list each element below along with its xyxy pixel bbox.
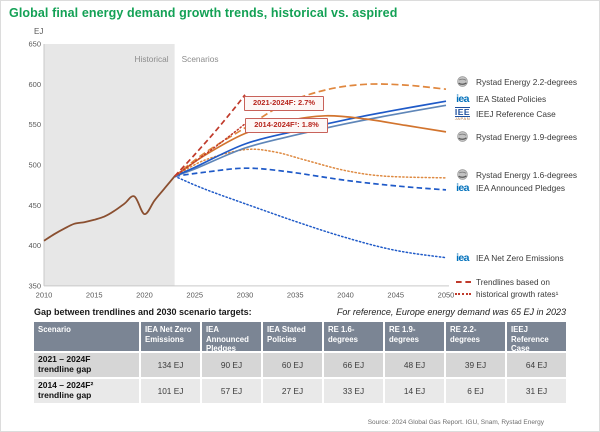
table-cell: 31 EJ	[507, 379, 568, 405]
y-tick-label: 650	[28, 40, 41, 49]
rystad-globe-icon	[453, 131, 472, 142]
legend-item-iea-stated: iea IEA Stated Policies	[453, 92, 546, 105]
historical-region	[44, 44, 175, 286]
x-tick-label: 2040	[337, 291, 354, 300]
iea-logo: iea	[456, 251, 469, 264]
y-tick-label: 400	[28, 241, 41, 250]
table-cell: 57 EJ	[202, 379, 263, 405]
series-trendline-2-7	[174, 94, 246, 177]
table-cell: 33 EJ	[324, 379, 385, 405]
legend-item-iea-netzero: iea IEA Net Zero Emissions	[453, 251, 564, 264]
table-reference-note: For reference, Europe energy demand was …	[336, 307, 566, 317]
annotation-trendline-2021: 2021-2024F: 2.7%	[244, 96, 324, 111]
table-cell: 101 EJ	[141, 379, 202, 405]
table-cell: 39 EJ	[446, 353, 507, 379]
trendline-note-line1: Trendlines based on	[456, 276, 550, 288]
table-cell: 27 EJ	[263, 379, 324, 405]
legend-item-iea-pledges: iea IEA Announced Pledges	[453, 181, 565, 194]
series-rystad-1-9-degrees	[174, 114, 447, 177]
legend-label: IEA Net Zero Emissions	[476, 252, 564, 263]
table-caption: Gap between trendlines and 2030 scenario…	[34, 307, 252, 317]
legend-label: Rystad Energy 2.2-degrees	[476, 76, 578, 87]
energy-demand-chart: Historical Scenarios 650 600 550 500 450 400 350…	[28, 40, 455, 300]
series-iea-announced-pledges	[174, 167, 447, 191]
table-cell: 6 EJ	[446, 379, 507, 405]
legend-label: Rystad Energy 1.9-degrees	[476, 131, 578, 142]
series-iea-net-zero-emissions	[173, 175, 447, 259]
y-tick-label: 450	[28, 201, 41, 210]
table-cell: 60 EJ	[263, 353, 324, 379]
series-historical	[43, 175, 176, 242]
x-tick-label: 2020	[136, 291, 153, 300]
iea-logo: iea	[456, 181, 469, 194]
row-label-2021: 2021 – 2024F trendline gap	[34, 353, 141, 379]
legend-label: IEA Announced Pledges	[476, 182, 566, 193]
x-tick-label: 2025	[186, 291, 203, 300]
table-cell: 14 EJ	[385, 379, 446, 405]
table-cell: 90 EJ	[202, 353, 263, 379]
column-header-re22: RE 2.2-degrees	[446, 322, 507, 353]
table-cell: 48 EJ	[385, 353, 446, 379]
legend-item-rystad-1-6: Rystad Energy 1.6-degrees	[453, 168, 577, 181]
series-trendline-1-8	[173, 123, 246, 177]
ieej-logo: IEE JAPAN	[454, 106, 471, 122]
x-tick-label: 2035	[287, 291, 304, 300]
y-axis-unit-label: EJ	[34, 27, 44, 36]
rystad-globe-icon	[453, 169, 472, 180]
y-tick-label: 350	[28, 281, 41, 290]
column-header-pledges: IEA Announced Pledges	[202, 322, 263, 353]
legend-item-ieej: IEE JAPAN IEEJ Reference Case	[453, 106, 556, 122]
y-tick-label: 600	[28, 80, 41, 89]
x-tick-label: 2030	[237, 291, 254, 300]
y-tick-label: 550	[28, 120, 41, 129]
series-rystad-1-6-degrees	[173, 148, 447, 179]
column-header-stated: IEA Stated Policies	[263, 322, 324, 353]
scenarios-region-label: Scenarios	[182, 54, 219, 64]
trendline-note-line2: historical growth rates¹	[455, 288, 558, 300]
x-tick-label: 2010	[36, 291, 53, 300]
rystad-globe-icon	[453, 76, 472, 87]
y-tick-label: 500	[28, 160, 41, 169]
page-title: Global final energy demand growth trends…	[9, 6, 398, 20]
x-tick-label: 2050	[438, 291, 455, 300]
annotation-trendline-2014: 2014-2024F²: 1.8%	[245, 118, 328, 133]
legend-item-rystad-2-2: Rystad Energy 2.2-degrees	[453, 75, 577, 88]
legend-item-rystad-1-9: Rystad Energy 1.9-degrees	[453, 130, 577, 143]
red-dashed-line-sample	[456, 281, 471, 283]
series-rystad-2-2-degrees	[174, 83, 447, 177]
column-header-net-zero: IEA Net Zero Emissions	[141, 322, 202, 353]
x-tick-label: 2045	[387, 291, 404, 300]
gap-table: Scenario IEA Net Zero Emissions IEA Anno…	[34, 322, 568, 405]
row-label-2014: 2014 – 2024F² trendline gap	[34, 379, 141, 405]
legend-label: Rystad Energy 1.6-degrees	[476, 169, 578, 180]
iea-logo: iea	[456, 92, 469, 105]
red-dotted-line-sample	[455, 293, 471, 295]
column-header-re16: RE 1.6-degrees	[324, 322, 385, 353]
table-cell: 134 EJ	[141, 353, 202, 379]
table-cell: 66 EJ	[324, 353, 385, 379]
historical-region-label: Historical	[135, 54, 169, 64]
x-tick-label: 2015	[86, 291, 103, 300]
column-header-ieej: IEEJ Reference Case	[507, 322, 568, 353]
table-cell: 64 EJ	[507, 353, 568, 379]
legend-label: IEEJ Reference Case	[476, 109, 556, 119]
series-ieej-reference-case	[174, 104, 447, 178]
column-header-scenario: Scenario	[34, 322, 141, 353]
column-header-re19: RE 1.9-degrees	[385, 322, 446, 353]
source-note: Source: 2024 Global Gas Report. IGU, Sna…	[367, 419, 544, 426]
legend-label: IEA Stated Policies	[476, 93, 547, 104]
